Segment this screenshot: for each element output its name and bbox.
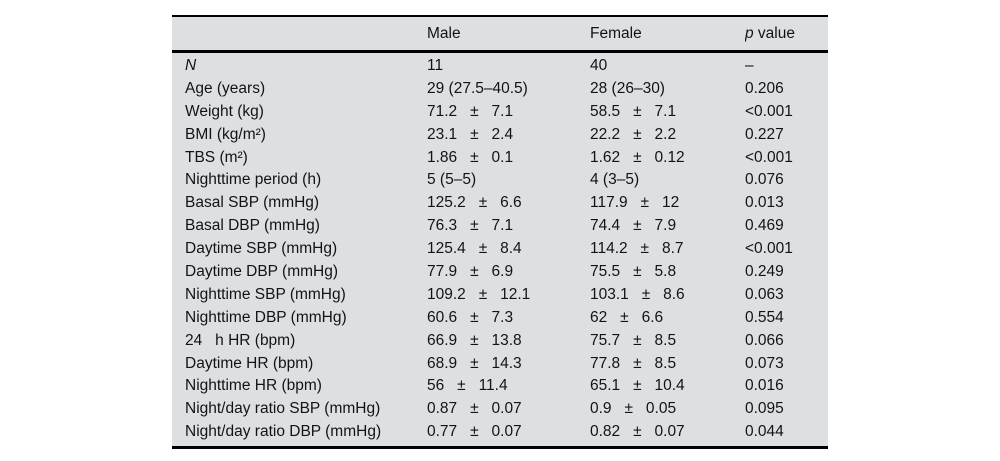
header-p-value: p value (745, 17, 828, 50)
female-value: 22.2 ± 2.2 (590, 125, 677, 143)
female-value: 75.7 ± 8.5 (590, 331, 677, 349)
male-value: 0.77 ± 0.07 (427, 423, 522, 441)
table-header-row: Male Female p value (172, 17, 828, 53)
row-label: Age (years) (185, 79, 266, 97)
male-value: 77.9 ± 6.9 (427, 263, 514, 281)
p-value: 0.013 (745, 194, 784, 212)
table-row: BMI (kg/m²) 23.1 ± 2.4 22.2 ± 2.2 0.227 (172, 124, 828, 147)
female-value: 117.9 ± 12 (590, 194, 680, 212)
table-row: 24 h HR (bpm) 66.9 ± 13.8 75.7 ± 8.5 0.066 (172, 330, 828, 353)
p-value: 0.066 (745, 331, 784, 349)
p-value: 0.095 (745, 400, 784, 418)
row-label: TBS (m²) (185, 148, 248, 166)
row-label: Nighttime period (h) (185, 171, 322, 189)
table-body: N 11 40 – Age (years) 29 (27.5–40.5) 28 (26–30… (172, 53, 828, 446)
p-value: 0.227 (745, 125, 784, 143)
female-value: 0.82 ± 0.07 (590, 423, 685, 441)
table-row: Nighttime SBP (mmHg) 109.2 ± 12.1 103.1 ± … (172, 284, 828, 307)
header-male: Male (427, 25, 461, 42)
table-row: Daytime HR (bpm) 68.9 ± 14.3 77.8 ± 8.5 0.0… (172, 353, 828, 376)
table-row: N 11 40 – (172, 55, 828, 78)
table-row: Age (years) 29 (27.5–40.5) 28 (26–30) 0.206 (172, 78, 828, 101)
male-value: 29 (27.5–40.5) (427, 79, 528, 97)
table-row: Nighttime HR (bpm) 56 ± 11.4 65.1 ± 10.4 0.… (172, 375, 828, 398)
table-row: Night/day ratio SBP (mmHg) 0.87 ± 0.07 0.9… (172, 398, 828, 421)
p-value: 0.044 (745, 423, 784, 441)
p-value: 0.206 (745, 79, 784, 97)
row-label: Basal SBP (mmHg) (185, 194, 320, 212)
male-value: 71.2 ± 7.1 (427, 102, 514, 120)
male-value: 76.3 ± 7.1 (427, 217, 514, 235)
p-value: 0.063 (745, 285, 784, 303)
table-row: Nighttime period (h) 5 (5–5) 4 (3–5) 0.076 (172, 169, 828, 192)
female-value: 58.5 ± 7.1 (590, 102, 677, 120)
male-value: 1.86 ± 0.1 (427, 148, 514, 166)
male-value: 66.9 ± 13.8 (427, 331, 522, 349)
male-value: 11 (427, 57, 444, 74)
female-value: 40 (590, 57, 608, 74)
p-value: 0.469 (745, 217, 784, 235)
p-value: 0.016 (745, 377, 784, 395)
table-row: Weight (kg) 71.2 ± 7.1 58.5 ± 7.1 <0.001 (172, 101, 828, 124)
p-value-suffix: value (753, 25, 795, 42)
row-label: Daytime HR (bpm) (185, 354, 314, 372)
row-label: Nighttime DBP (mmHg) (185, 308, 347, 326)
female-value: 1.62 ± 0.12 (590, 148, 685, 166)
row-label: Nighttime SBP (mmHg) (185, 285, 346, 303)
row-label: Night/day ratio DBP (mmHg) (185, 423, 382, 441)
male-value: 125.4 ± 8.4 (427, 240, 522, 258)
p-value: 0.076 (745, 171, 784, 189)
male-value: 68.9 ± 14.3 (427, 354, 522, 372)
p-value: 0.073 (745, 354, 784, 372)
table-row: Basal DBP (mmHg) 76.3 ± 7.1 74.4 ± 7.9 0.46… (172, 215, 828, 238)
male-value: 5 (5–5) (427, 171, 477, 189)
female-value: 62 ± 6.6 (590, 308, 664, 326)
header-female: Female (590, 25, 642, 42)
p-value: <0.001 (745, 148, 793, 166)
p-italic: p (745, 25, 754, 42)
table-row: TBS (m²) 1.86 ± 0.1 1.62 ± 0.12 <0.001 (172, 147, 828, 170)
p-value: 0.249 (745, 263, 784, 281)
male-value: 60.6 ± 7.3 (427, 308, 514, 326)
male-value: 56 ± 11.4 (427, 377, 508, 395)
female-value: 0.9 ± 0.05 (590, 400, 677, 418)
male-value: 109.2 ± 12.1 (427, 285, 531, 303)
female-value: 28 (26–30) (590, 79, 665, 97)
row-label: Daytime SBP (mmHg) (185, 240, 338, 258)
p-value: – (745, 57, 754, 74)
stats-table: Male Female p value N 11 40 – Age (years) 29 … (172, 15, 828, 450)
table-row: Daytime SBP (mmHg) 125.4 ± 8.4 114.2 ± 8.7… (172, 238, 828, 261)
p-value: <0.001 (745, 102, 793, 120)
p-value: <0.001 (745, 240, 793, 258)
table-row: Night/day ratio DBP (mmHg) 0.77 ± 0.07 0.8… (172, 421, 828, 444)
female-value: 65.1 ± 10.4 (590, 377, 685, 395)
male-value: 23.1 ± 2.4 (427, 125, 514, 143)
header-label (172, 17, 427, 50)
row-label: Weight (kg) (185, 102, 264, 120)
table-row: Nighttime DBP (mmHg) 60.6 ± 7.3 62 ± 6.6 0.… (172, 307, 828, 330)
row-label: BMI (kg/m²) (185, 125, 266, 143)
male-value: 125.2 ± 6.6 (427, 194, 522, 212)
male-value: 0.87 ± 0.07 (427, 400, 522, 418)
female-value: 103.1 ± 8.6 (590, 285, 685, 303)
female-value: 4 (3–5) (590, 171, 640, 189)
row-label: N (185, 57, 197, 74)
female-value: 74.4 ± 7.9 (590, 217, 677, 235)
table-row: Basal SBP (mmHg) 125.2 ± 6.6 117.9 ± 12 0.0… (172, 192, 828, 215)
row-label: 24 h HR (bpm) (185, 331, 296, 349)
female-value: 114.2 ± 8.7 (590, 240, 684, 258)
table-row: Daytime DBP (mmHg) 77.9 ± 6.9 75.5 ± 5.8 0.… (172, 261, 828, 284)
female-value: 77.8 ± 8.5 (590, 354, 677, 372)
row-label: Night/day ratio SBP (mmHg) (185, 400, 381, 418)
p-value: 0.554 (745, 308, 784, 326)
row-label: Basal DBP (mmHg) (185, 217, 320, 235)
row-label: Nighttime HR (bpm) (185, 377, 322, 395)
row-label: Daytime DBP (mmHg) (185, 263, 339, 281)
female-value: 75.5 ± 5.8 (590, 263, 677, 281)
